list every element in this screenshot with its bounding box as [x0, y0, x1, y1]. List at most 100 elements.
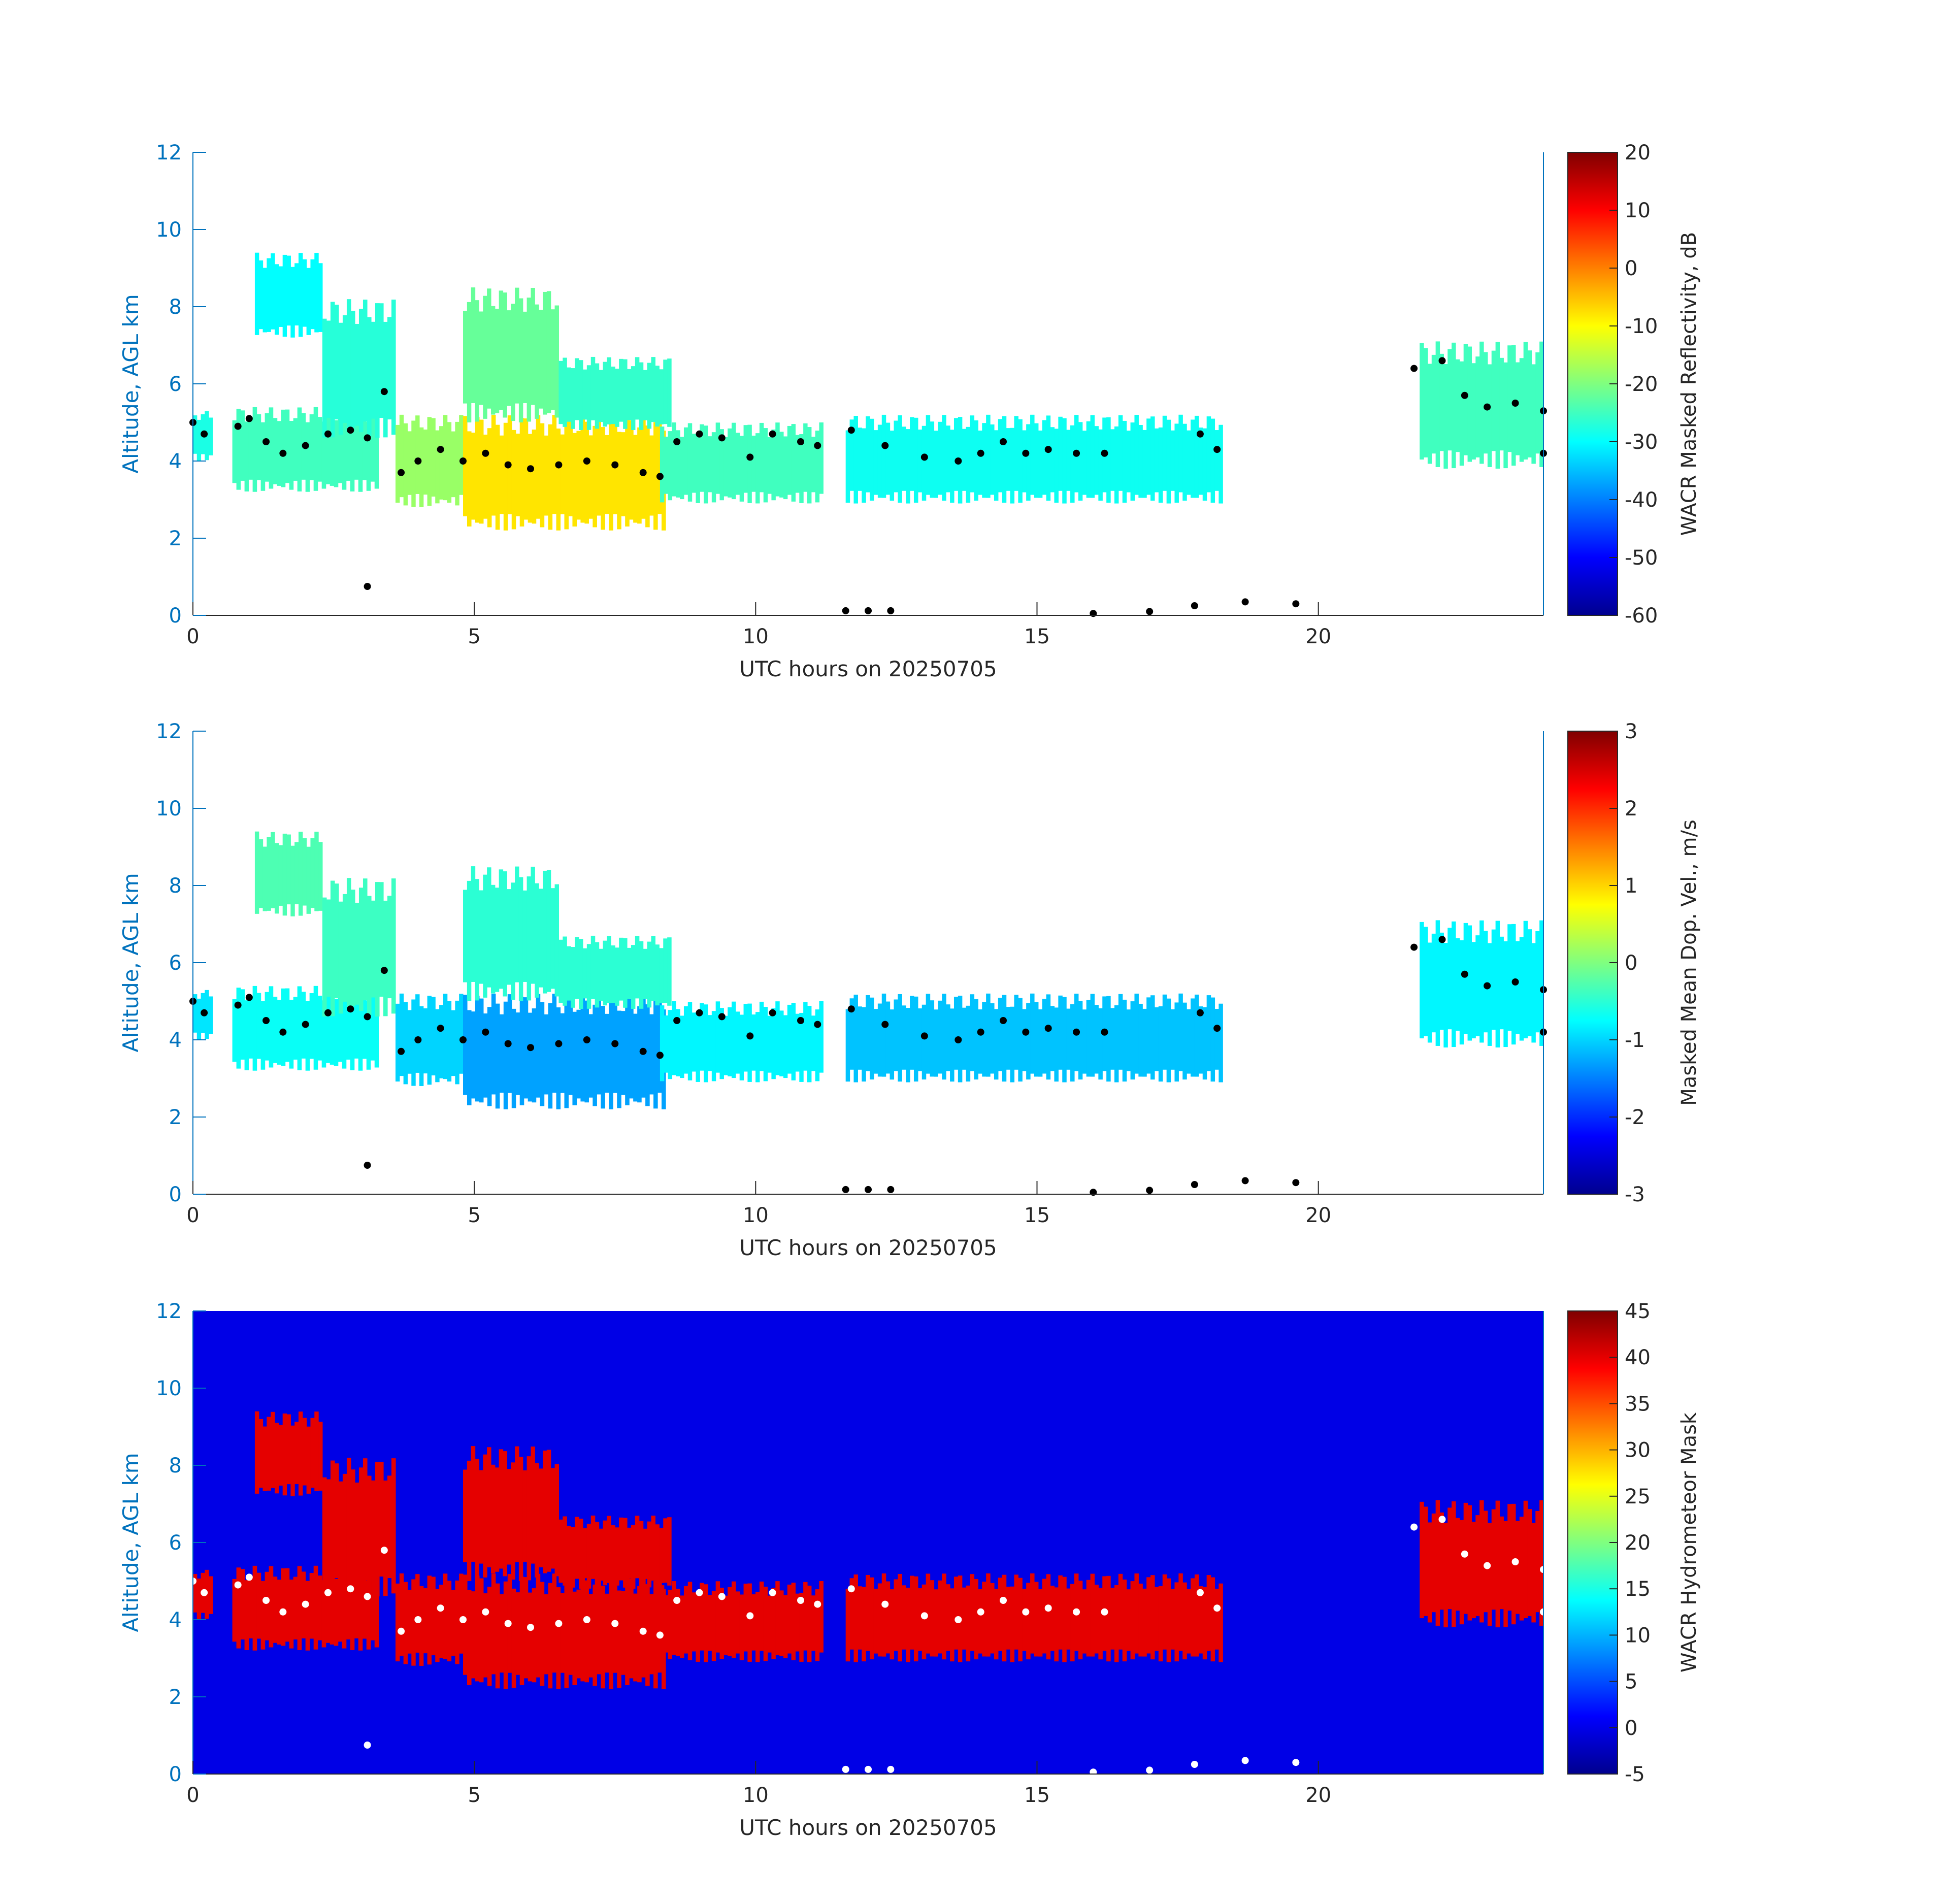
cloud-base-point [364, 434, 371, 442]
cloud-column [1162, 994, 1167, 1070]
cloud-column [260, 1001, 266, 1070]
cloud-base-point [920, 453, 928, 461]
cloud-column [346, 1570, 351, 1639]
cloud-column [1515, 941, 1520, 1034]
cloud-column [873, 430, 878, 495]
cloud-column [1206, 416, 1211, 493]
cloud-column [623, 359, 628, 429]
cloud-column [755, 1012, 760, 1082]
cloud-column [479, 998, 484, 1103]
cloud-column [1443, 943, 1448, 1048]
cloud-base-point [1073, 449, 1080, 457]
colorbar-tick-label: -2 [1625, 1106, 1645, 1129]
cloud-column [659, 948, 664, 1003]
cloud-column [617, 432, 621, 530]
cloud-column [849, 419, 854, 491]
cloud-column [262, 846, 267, 911]
cloud-column [297, 1566, 302, 1650]
cloud-column [338, 998, 343, 1062]
cloud-column [711, 1591, 716, 1661]
cloud-column [680, 1595, 684, 1658]
cloud-column [572, 433, 577, 527]
cloud-column [953, 997, 959, 1070]
cloud-column [921, 1004, 927, 1080]
cloud-column [556, 1587, 561, 1689]
cloud-column [313, 407, 318, 491]
cloud-column [966, 1585, 971, 1662]
cloud-column [1194, 415, 1199, 498]
cloud-column [668, 431, 673, 501]
cloud-column [647, 363, 652, 429]
cloud-column [550, 1468, 555, 1569]
cloud-column [1459, 361, 1464, 466]
cloud-column [407, 1590, 412, 1654]
cloud-column [799, 1012, 804, 1082]
cloud-column [962, 1587, 967, 1650]
colorbar-tick-label: 1 [1625, 874, 1637, 898]
cloud-base-point [245, 994, 253, 1001]
cloud-base-point [611, 461, 619, 469]
cloud-base-point [1410, 1523, 1418, 1531]
cloud-column [1455, 1518, 1460, 1611]
colorbar-tick-label: 0 [1625, 951, 1637, 975]
cloud-column [1523, 342, 1528, 460]
cloud-column [1535, 1511, 1540, 1613]
cloud-column [479, 890, 483, 984]
y-tick-label: 8 [169, 1454, 182, 1478]
cloud-column [623, 1518, 628, 1588]
cloud-column [568, 996, 573, 1095]
cloud-base-point [1073, 1608, 1080, 1616]
cloud-column [906, 429, 910, 504]
cloud-column [375, 882, 380, 1017]
cloud-base-point [639, 1627, 647, 1635]
cloud-column [1154, 1587, 1159, 1651]
cloud-column [913, 417, 918, 503]
cloud-column [1014, 995, 1018, 1070]
cloud-column [326, 899, 331, 997]
cloud-column [540, 423, 545, 528]
cloud-column [815, 1009, 820, 1081]
cloud-column [495, 1583, 500, 1689]
cloud-column [1187, 1589, 1191, 1654]
cloud-column [346, 1458, 351, 1590]
cloud-column [358, 986, 363, 1071]
colorbar-tick-label: -50 [1625, 546, 1658, 570]
cloud-column [576, 431, 581, 520]
cloud-column [942, 1573, 946, 1660]
cloud-column [1106, 417, 1111, 503]
y-tick-label: 2 [169, 1686, 182, 1709]
cloud-column [522, 890, 528, 982]
cloud-column [735, 1591, 740, 1654]
cloud-column [1479, 341, 1484, 464]
cloud-column [1455, 359, 1460, 452]
cloud-base-point [1022, 449, 1030, 457]
plot-area [193, 152, 1543, 615]
cloud-base-point [746, 453, 754, 461]
cloud-base-point [504, 1620, 512, 1627]
colorbar-tick-label: -20 [1625, 373, 1658, 396]
cloud-column [554, 884, 559, 997]
cloud-column [966, 426, 971, 503]
cloud-column [554, 305, 559, 418]
cloud-column [643, 370, 648, 420]
cloud-column [519, 1577, 524, 1685]
cloud-column [346, 878, 351, 1010]
cloud-column [334, 1579, 339, 1646]
cloud-base-point [364, 583, 371, 590]
cloud-column [739, 436, 744, 502]
colorbar-tick-label: 25 [1625, 1485, 1651, 1508]
cloud-column [310, 259, 315, 330]
cloud-column [615, 947, 619, 1006]
cloud-column [431, 418, 436, 497]
cloud-base-point [347, 1585, 354, 1593]
colorbar-label: Masked Mean Dop. Vel., m/s [1677, 819, 1701, 1106]
cloud-column [487, 867, 491, 988]
cloud-column [645, 425, 650, 528]
cloud-column [286, 834, 291, 905]
cloud-column [350, 1001, 355, 1070]
cloud-column [1519, 358, 1524, 462]
cloud-column [1022, 430, 1027, 493]
cloud-region [463, 1446, 559, 1581]
cloud-column [467, 1590, 472, 1685]
